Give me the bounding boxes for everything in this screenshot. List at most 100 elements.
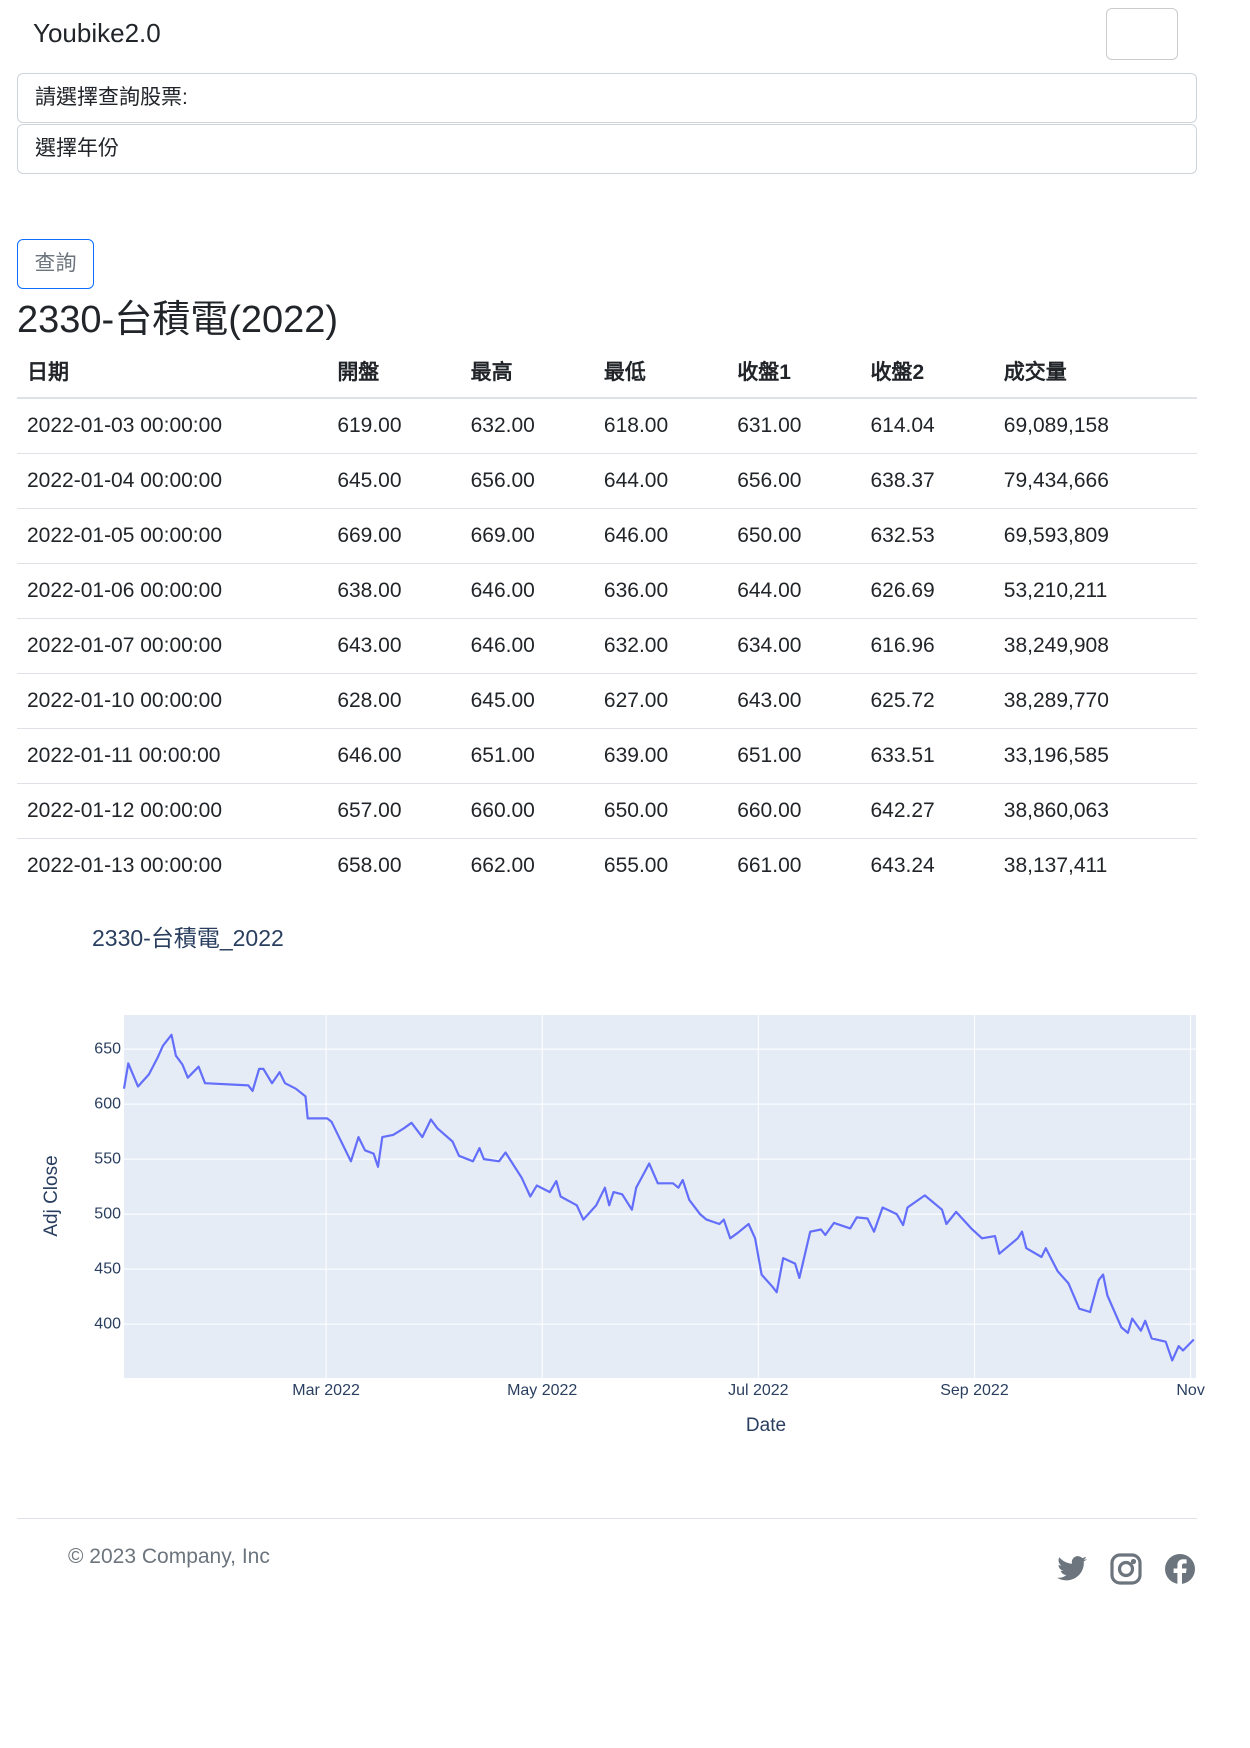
- table-cell: 643.00: [327, 618, 461, 674]
- table-cell: 661.00: [737, 854, 802, 877]
- table-row: 2022-01-04 00:00:00 645.00 656.00 644.00 656…: [17, 453, 1197, 509]
- table-row: 2022-01-10 00:00:00 628.00 645.00 627.00 643…: [17, 673, 1197, 729]
- table-cell: 634.00: [727, 618, 861, 674]
- table-cell: 646.00: [593, 508, 728, 564]
- table-row: 2022-01-07 00:00:00 643.00 646.00 632.00 634…: [17, 618, 1197, 674]
- table-cell: 657.00: [327, 783, 461, 839]
- table-cell: 658.00: [337, 854, 402, 877]
- chart: 2330-台積電_2022 Date Adj Close 400 450 500 55…: [41, 925, 1205, 1436]
- table-cell: 669.00: [460, 508, 594, 564]
- table-cell: 633.51: [860, 728, 994, 784]
- table-cell: 645.00: [460, 673, 594, 729]
- y-tick-label: 450: [94, 1260, 121, 1277]
- table-row: 2022-01-11 00:00:00 646.00 651.00 639.00 651…: [17, 728, 1197, 784]
- y-axis-title: Adj Close: [41, 1155, 62, 1236]
- table-cell: 651.00: [727, 728, 861, 784]
- y-tick-label: 600: [94, 1095, 121, 1112]
- x-tick-label: Mar 2022: [292, 1382, 360, 1399]
- table-cell: 619.00: [327, 398, 461, 454]
- column-header: 開盤: [327, 345, 461, 399]
- table-cell: 53,210,211: [993, 563, 1197, 619]
- table-cell: 614.04: [860, 398, 994, 454]
- table-cell: 2022-01-11 00:00:00: [17, 728, 328, 784]
- table-row: 2022-01-06 00:00:00 638.00 646.00 636.00 644…: [17, 563, 1197, 619]
- table-cell: 656.00: [727, 453, 861, 509]
- x-tick-label: May 2022: [507, 1382, 577, 1399]
- table-row: 2022-01-03 00:00:00 619.00 632.00 618.00 631…: [17, 398, 1197, 454]
- table-cell: 2022-01-12 00:00:00: [17, 783, 328, 839]
- table-cell: 642.27: [860, 783, 994, 839]
- submit-button[interactable]: 查詢: [17, 239, 94, 289]
- table-cell: 639.00: [593, 728, 728, 784]
- navbar-toggler[interactable]: [1106, 8, 1178, 60]
- table-cell: 616.96: [860, 618, 994, 674]
- table-row: 2022-01-12 00:00:00 657.00 660.00 650.00 660…: [17, 783, 1197, 839]
- table-cell: 38,860,063: [993, 783, 1197, 839]
- data-line: [122, 1033, 1195, 1362]
- social-icons: [1057, 1553, 1195, 1585]
- y-tick-label: 550: [94, 1150, 121, 1167]
- table-cell: 643.24: [870, 854, 935, 877]
- column-header: 最低: [593, 345, 728, 399]
- table-cell: 2022-01-04 00:00:00: [17, 453, 328, 509]
- table-cell: 79,434,666: [993, 453, 1197, 509]
- table-cell: 638.00: [327, 563, 461, 619]
- chart-title: 2330-台積電_2022: [92, 925, 284, 951]
- header-row: 日期 開盤 最高 最低 收盤1 收盤2 成交量: [17, 345, 1197, 399]
- data-table: 日期 開盤 最高 最低 收盤1 收盤2 成交量 2022-01-03 00:00:00 619.…: [17, 345, 1197, 893]
- brand[interactable]: Youbike2.0: [33, 18, 161, 48]
- plot-background: [124, 1015, 1196, 1378]
- table-cell: 656.00: [460, 453, 594, 509]
- table-cell: 644.00: [593, 453, 728, 509]
- table-cell: 646.00: [460, 618, 594, 674]
- table-cell: 662.00: [470, 854, 535, 877]
- table-cell: 631.00: [727, 398, 861, 454]
- table-cell: 618.00: [593, 398, 728, 454]
- year-select[interactable]: 選擇年份: [17, 124, 1197, 174]
- instagram-icon[interactable]: [1110, 1553, 1142, 1585]
- table-cell: 650.00: [727, 508, 861, 564]
- y-tick-label: 500: [94, 1205, 121, 1222]
- twitter-icon[interactable]: [1057, 1556, 1087, 1581]
- column-header: 最高: [460, 345, 594, 399]
- table-cell: 660.00: [727, 783, 861, 839]
- table-cell: 2022-01-06 00:00:00: [17, 563, 328, 619]
- table-cell: 69,089,158: [993, 398, 1197, 454]
- y-tick-label: 650: [94, 1040, 121, 1057]
- table-cell: 669.00: [327, 508, 461, 564]
- table-cell: 2022-01-07 00:00:00: [17, 618, 328, 674]
- y-tick-label: 400: [94, 1315, 121, 1332]
- table-cell: 645.00: [327, 453, 461, 509]
- heading: 2330-台積電(2022): [17, 299, 339, 341]
- table-cell: 660.00: [460, 783, 594, 839]
- table-row: 2022-01-05 00:00:00 669.00 669.00 646.00 650…: [17, 508, 1197, 564]
- table-cell: 643.00: [727, 673, 861, 729]
- stock-select[interactable]: 請選擇查詢股票:: [17, 73, 1197, 123]
- table-cell: 2022-01-03 00:00:00: [17, 398, 328, 454]
- table-cell: 646.00: [460, 563, 594, 619]
- x-tick-label: Sep 2022: [940, 1382, 1009, 1399]
- table-cell: 627.00: [593, 673, 728, 729]
- table-cell: 625.72: [860, 673, 994, 729]
- copyright: © 2023 Company, Inc: [68, 1545, 270, 1568]
- table-cell: 651.00: [460, 728, 594, 784]
- facebook-icon[interactable]: [1165, 1554, 1195, 1584]
- footer-divider: [17, 1518, 1197, 1519]
- table-cell: 650.00: [593, 783, 728, 839]
- column-header: 日期: [17, 345, 328, 399]
- x-axis-title: Date: [746, 1415, 786, 1436]
- table-cell: 632.00: [593, 618, 728, 674]
- table-cell: 646.00: [327, 728, 461, 784]
- x-tick-label: Jul 2022: [728, 1382, 789, 1399]
- table-cell: 69,593,809: [993, 508, 1197, 564]
- x-tick-label: Nov: [1176, 1382, 1204, 1399]
- table-row: 2022-01-13 00:00:00 658.00 662.00 655.00 661…: [17, 839, 1197, 894]
- table-cell: 632.53: [860, 508, 994, 564]
- column-header: 成交量: [993, 345, 1197, 399]
- table-cell: 2022-01-13 00:00:00: [27, 854, 222, 877]
- table-cell: 628.00: [327, 673, 461, 729]
- table-cell: 2022-01-05 00:00:00: [17, 508, 328, 564]
- table-cell: 2022-01-10 00:00:00: [17, 673, 328, 729]
- column-header: 收盤1: [727, 345, 861, 399]
